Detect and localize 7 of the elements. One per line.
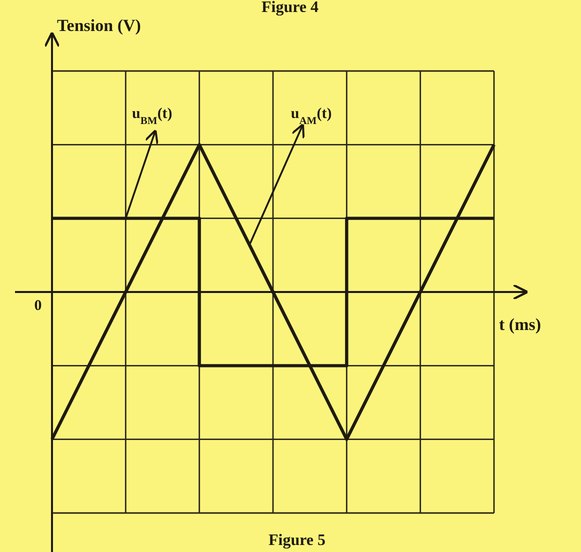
x-axis-title: t (ms) — [499, 315, 542, 334]
caption: Figure 5 — [268, 532, 326, 549]
text: u$_{AM}$(t) — [290, 106, 332, 127]
caption: Figure 4 — [261, 0, 319, 16]
text: Tension (V) — [57, 16, 141, 35]
text: u$_{BM}$(t) — [132, 106, 172, 127]
text: 0 — [34, 298, 42, 314]
